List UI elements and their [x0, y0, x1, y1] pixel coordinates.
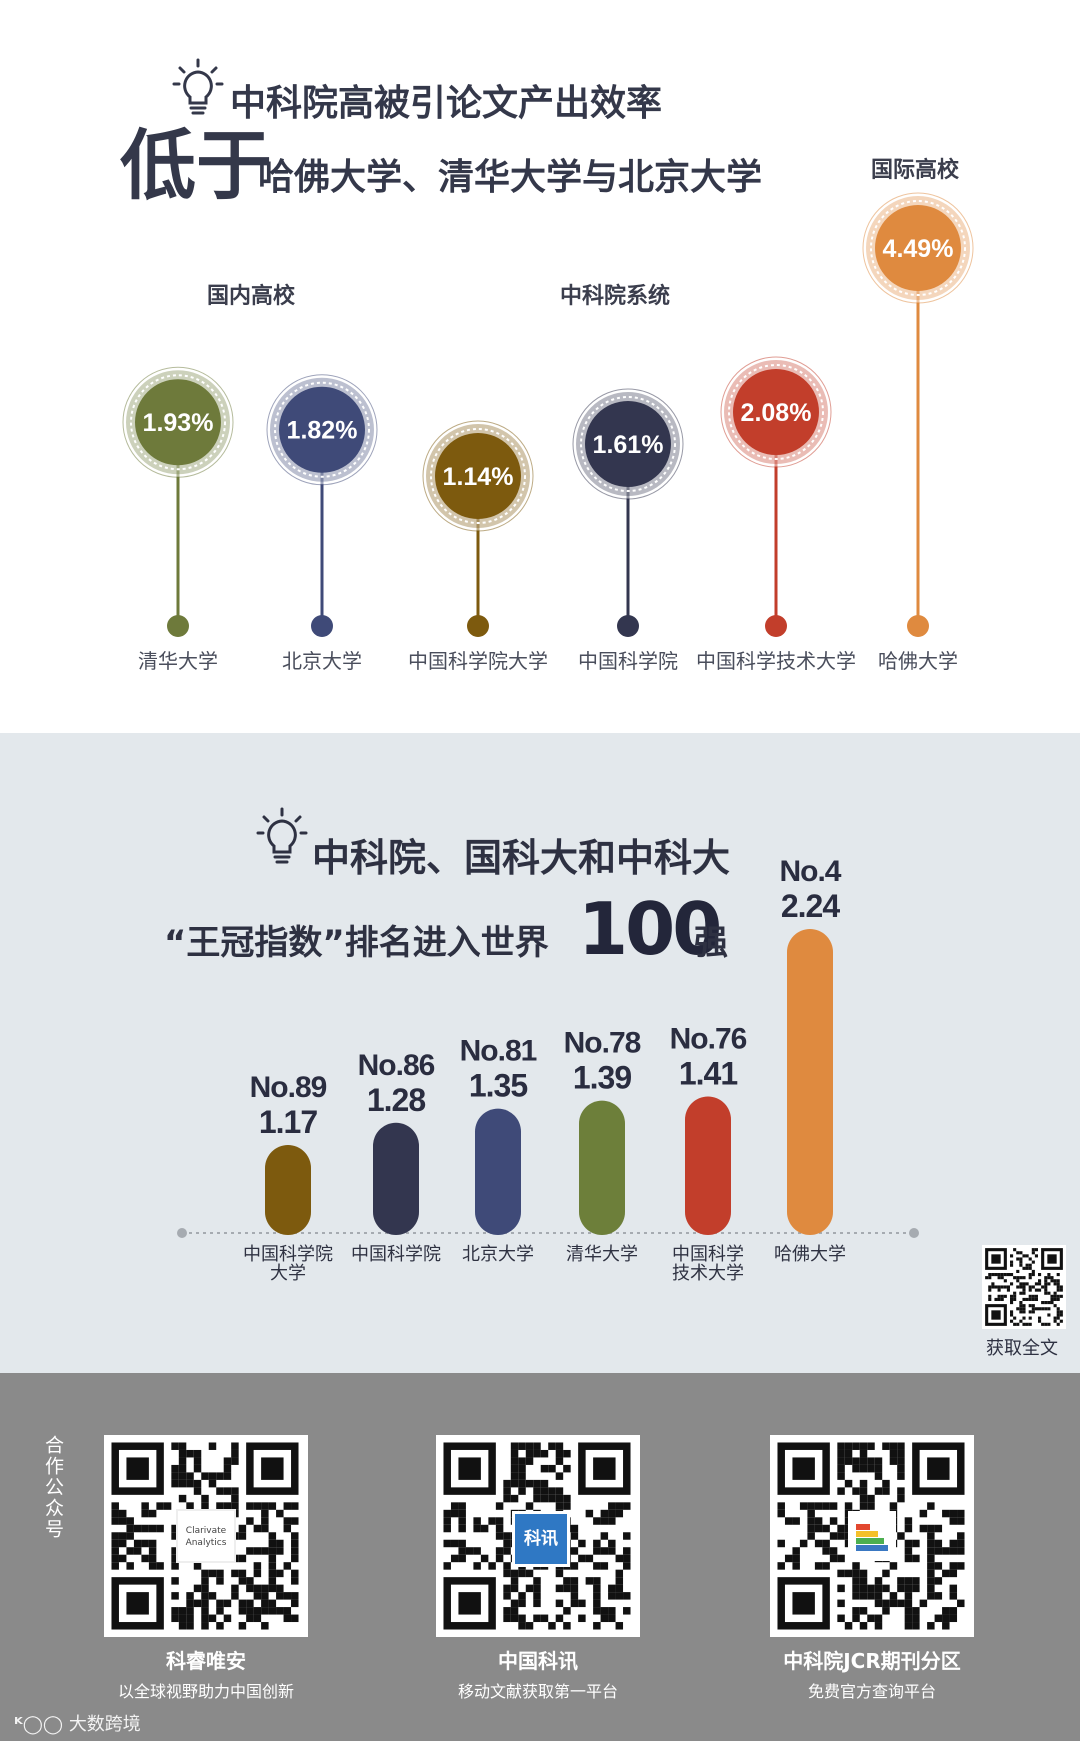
pin-dashed-ring: [274, 381, 370, 478]
bar-category-label: 中国科学院: [351, 1244, 441, 1265]
bar-category-label: 清华大学: [566, 1244, 638, 1265]
qr-code-clarivate[interactable]: Clarivate Analytics: [104, 1435, 308, 1637]
pin-base-dot: [311, 615, 333, 637]
jcr-bars-logo-icon: [848, 1511, 896, 1561]
qr-subcaption-jcr: 免费官方查询平台: [807, 1682, 937, 1701]
bar-rank-label: No.78: [564, 1027, 641, 1060]
group-label-domestic: 国内高校: [207, 284, 296, 309]
bar-4: [579, 1100, 625, 1235]
bar-rank-label: No.76: [670, 1023, 747, 1056]
bar-5: [685, 1096, 731, 1235]
pin-value-circle: [585, 401, 671, 488]
pin-value-label: 1.93%: [143, 409, 214, 437]
bar-1: [265, 1145, 311, 1235]
bar-value-label: 1.17: [259, 1104, 317, 1140]
pin-value-circle: [733, 369, 819, 456]
pin-base-dot: [617, 615, 639, 637]
watermark-text: 大数跨境: [68, 1714, 141, 1735]
clarivate-logo: Clarivate Analytics: [176, 1509, 236, 1563]
pin-base-dot: [467, 615, 489, 637]
bar-3: [475, 1108, 521, 1235]
pin-value-label: 2.08%: [741, 399, 812, 427]
bar-category-label: 哈佛大学: [774, 1244, 846, 1265]
partner-footer: 合作公众号 Clarivate Analytics 科睿唯安 以全球视野助力中国…: [0, 1373, 1080, 1741]
efficiency-pin-chart: 1.93% 清华大学 1.82% 北京大学 1.14% 中国科学院大学 1.61% 中国科学院…: [122, 192, 974, 673]
pin-dashed-ring: [870, 200, 966, 296]
watermark-logo-icon: ᴷ◯◯: [14, 1714, 64, 1735]
pin-category-label: 中国科学技术大学: [696, 649, 856, 673]
crown-index-section: 中科院、国科大和中科大 “王冠指数”排名进入世界 100 强 No.89 1.17…: [0, 733, 1080, 1373]
fulltext-qr-code[interactable]: [982, 1245, 1066, 1329]
qr-subcaption-kexun: 移动文献获取第一平台: [457, 1682, 619, 1701]
kexun-logo: 科讯: [512, 1511, 570, 1567]
watermark: ᴷ◯◯ 大数跨境: [14, 1710, 141, 1736]
qr-subcaption-clarivate: 以全球视野助力中国创新: [117, 1682, 295, 1701]
bar-rank-label: No.89: [250, 1071, 327, 1104]
x-axis-endpoint: [177, 1228, 187, 1238]
pin-value-circle: [435, 433, 521, 519]
pin-base-dot: [167, 615, 189, 637]
x-axis-endpoint: [909, 1228, 919, 1238]
pin-dashed-ring: [580, 396, 676, 493]
pin-mark-1: 1.93% 清华大学: [122, 366, 234, 673]
bar-rank-label: No.4: [779, 855, 841, 888]
group-label-cas: 中科院系统: [560, 284, 671, 309]
pin-mark-2: 1.82% 北京大学: [266, 374, 378, 673]
efficiency-section: 中科院高被引论文产出效率 低于 哈佛大学、清华大学与北京大学 国内高校 中科院系…: [0, 0, 1080, 733]
qr-caption-jcr: 中科院JCR期刊分区: [783, 1649, 961, 1673]
pin-base-dot: [765, 615, 787, 637]
pin-category-label: 中国科学院: [578, 649, 678, 673]
pin-category-label: 北京大学: [282, 649, 362, 673]
bar-value-label: 1.39: [573, 1060, 631, 1096]
bar-category-label: 北京大学: [462, 1244, 534, 1265]
bar-value-label: 2.24: [781, 888, 840, 924]
pin-dashed-ring: [130, 374, 226, 471]
section2-subtitle-number: 100: [578, 887, 722, 971]
partner-side-label: 合作公众号: [42, 1435, 64, 1540]
section2-title: 中科院、国科大和中科大: [312, 836, 731, 880]
pin-value-label: 1.14%: [443, 463, 514, 491]
qr-code-kexun[interactable]: 科讯: [436, 1435, 640, 1637]
pin-mark-6: 4.49% 哈佛大学: [862, 192, 974, 673]
qr-caption-kexun: 中国科讯: [498, 1649, 578, 1673]
pin-category-label: 清华大学: [138, 649, 218, 673]
bar-category-label: 中国科学 技术大学: [672, 1244, 744, 1284]
section1-subtitle: 哈佛大学、清华大学与北京大学: [258, 157, 763, 198]
pin-mark-3: 1.14% 中国科学院大学: [408, 420, 548, 673]
section1-title: 中科院高被引论文产出效率: [230, 83, 663, 124]
group-label-intl: 国际高校: [871, 158, 960, 183]
bar-value-label: 1.28: [367, 1082, 425, 1118]
pin-dashed-ring: [728, 364, 824, 461]
section1-title-emphasis: 低于: [120, 121, 272, 210]
bar-rank-label: No.81: [460, 1035, 537, 1068]
pin-mark-4: 1.61% 中国科学院: [572, 388, 684, 673]
pin-dashed-ring: [430, 428, 526, 524]
fulltext-qr-caption: 获取全文: [986, 1338, 1058, 1359]
pin-value-circle: [279, 386, 365, 473]
bar-category-label: 中国科学院 大学: [243, 1244, 333, 1284]
qr-pattern: [985, 1248, 1063, 1326]
lightbulb-icon: [172, 58, 224, 115]
qr-code-jcr[interactable]: [770, 1435, 974, 1637]
pin-mark-5: 2.08% 中国科学技术大学: [696, 356, 856, 673]
bar-6: [787, 929, 833, 1235]
section2-subtitle-pre: “王冠指数”排名进入世界: [164, 923, 549, 963]
bar-rank-label: No.86: [358, 1049, 435, 1082]
bar-2: [373, 1122, 419, 1235]
pin-value-label: 4.49%: [883, 235, 954, 263]
pin-base-dot: [907, 615, 929, 637]
bar-value-label: 1.41: [679, 1056, 737, 1092]
lightbulb-icon: [256, 807, 308, 864]
bar-value-label: 1.35: [469, 1068, 527, 1104]
pin-category-label: 哈佛大学: [878, 649, 958, 673]
qr-pattern: [777, 1442, 965, 1630]
qr-caption-clarivate: 科睿唯安: [166, 1649, 246, 1673]
pin-value-label: 1.82%: [287, 417, 358, 445]
crown-index-bar-chart: No.891.17 No.861.28 No.811.35 No.781.39 No.7…: [177, 855, 919, 1238]
pin-category-label: 中国科学院大学: [408, 649, 548, 673]
pin-value-circle: [875, 205, 961, 291]
pin-value-label: 1.61%: [593, 431, 664, 459]
section2-subtitle-post: 强: [694, 923, 728, 963]
pin-value-circle: [135, 379, 221, 466]
